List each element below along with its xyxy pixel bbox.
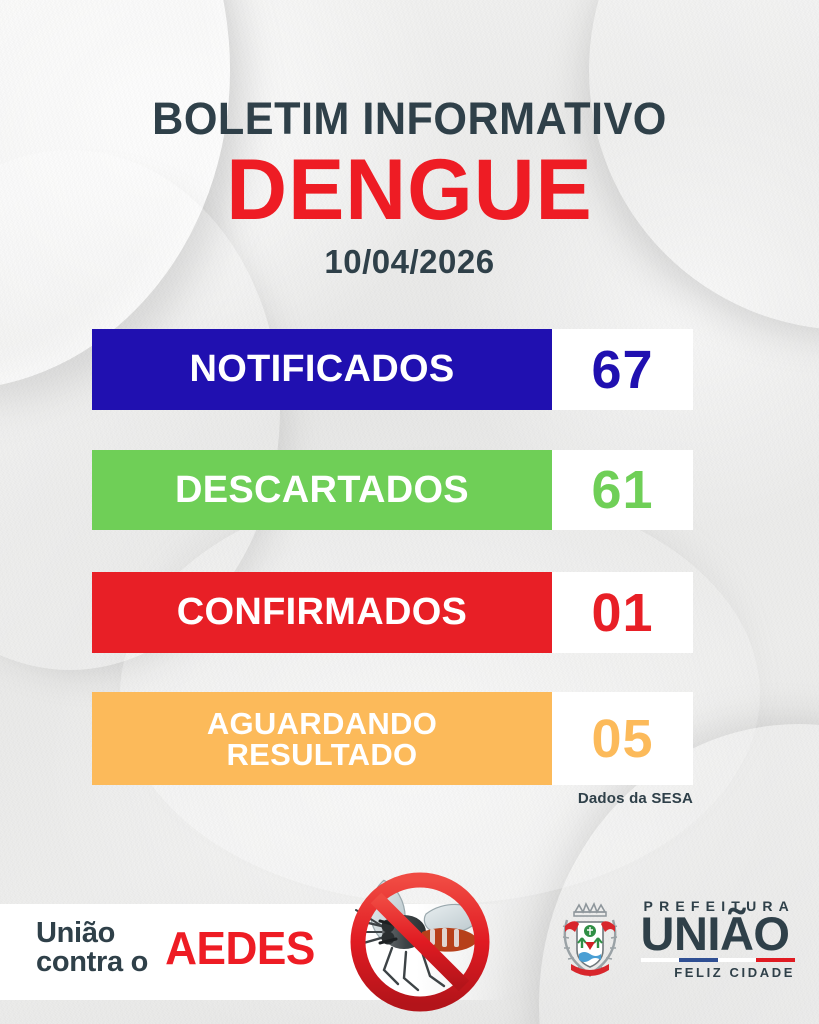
stat-label-descartados: DESCARTADOS: [92, 450, 552, 530]
stat-value-confirmados: 01: [552, 572, 693, 653]
poster-header: BOLETIM INFORMATIVO DENGUE 10/04/2026: [0, 96, 819, 278]
stat-row-descartados: DESCARTADOS 61: [92, 450, 693, 530]
stat-label-aguardando-resultado: AGUARDANDO RESULTADO: [92, 692, 552, 785]
prefeitura-tagline: FELIZ CIDADE: [674, 965, 795, 980]
stat-row-aguardando-resultado: AGUARDANDO RESULTADO 05: [92, 692, 693, 785]
slogan-aedes: AEDES: [165, 922, 315, 975]
stat-label-notificados: NOTIFICADOS: [92, 329, 552, 410]
slogan-text: União contra o: [36, 916, 148, 979]
crest-crown: [572, 901, 607, 917]
stat-row-notificados: NOTIFICADOS 67: [92, 329, 693, 410]
poster-footer: União contra o AEDES: [0, 872, 819, 1024]
no-mosquito-icon: [350, 872, 490, 1012]
stat-value-descartados: 61: [552, 450, 693, 530]
stat-label-line2: RESULTADO: [226, 736, 418, 772]
coat-of-arms-icon: [562, 901, 617, 977]
prohibition-sign: [350, 872, 490, 1012]
stat-value-aguardando-resultado: 05: [552, 692, 693, 785]
prefeitura-wordmark: PREFEITURA UNIÃO FELIZ CIDADE: [640, 897, 795, 980]
stat-row-confirmados: CONFIRMADOS 01: [92, 572, 693, 653]
page-title-boletim: BOLETIM INFORMATIVO: [152, 93, 667, 144]
prefeitura-name: UNIÃO: [640, 906, 790, 960]
prefeitura-kicker: PREFEITURA: [643, 897, 795, 914]
bulletin-date: 10/04/2026: [324, 243, 495, 280]
page-title-dengue: DENGUE: [226, 142, 593, 238]
campaign-slogan: União contra o AEDES: [36, 916, 318, 979]
stat-label-confirmados: CONFIRMADOS: [92, 572, 552, 653]
prefeitura-brand: PREFEITURA UNIÃO FELIZ CIDADE: [555, 898, 795, 980]
slogan-line1: União: [36, 916, 116, 949]
stat-value-notificados: 67: [552, 329, 693, 410]
stats-list: NOTIFICADOS 67 DESCARTADOS 61 CONFIRMADO…: [92, 329, 693, 785]
brand-rule: [640, 958, 795, 962]
slogan-line2: contra o: [36, 946, 148, 979]
stat-label-line1: AGUARDANDO: [206, 705, 438, 741]
data-source-note: Dados da SESA: [577, 790, 693, 807]
